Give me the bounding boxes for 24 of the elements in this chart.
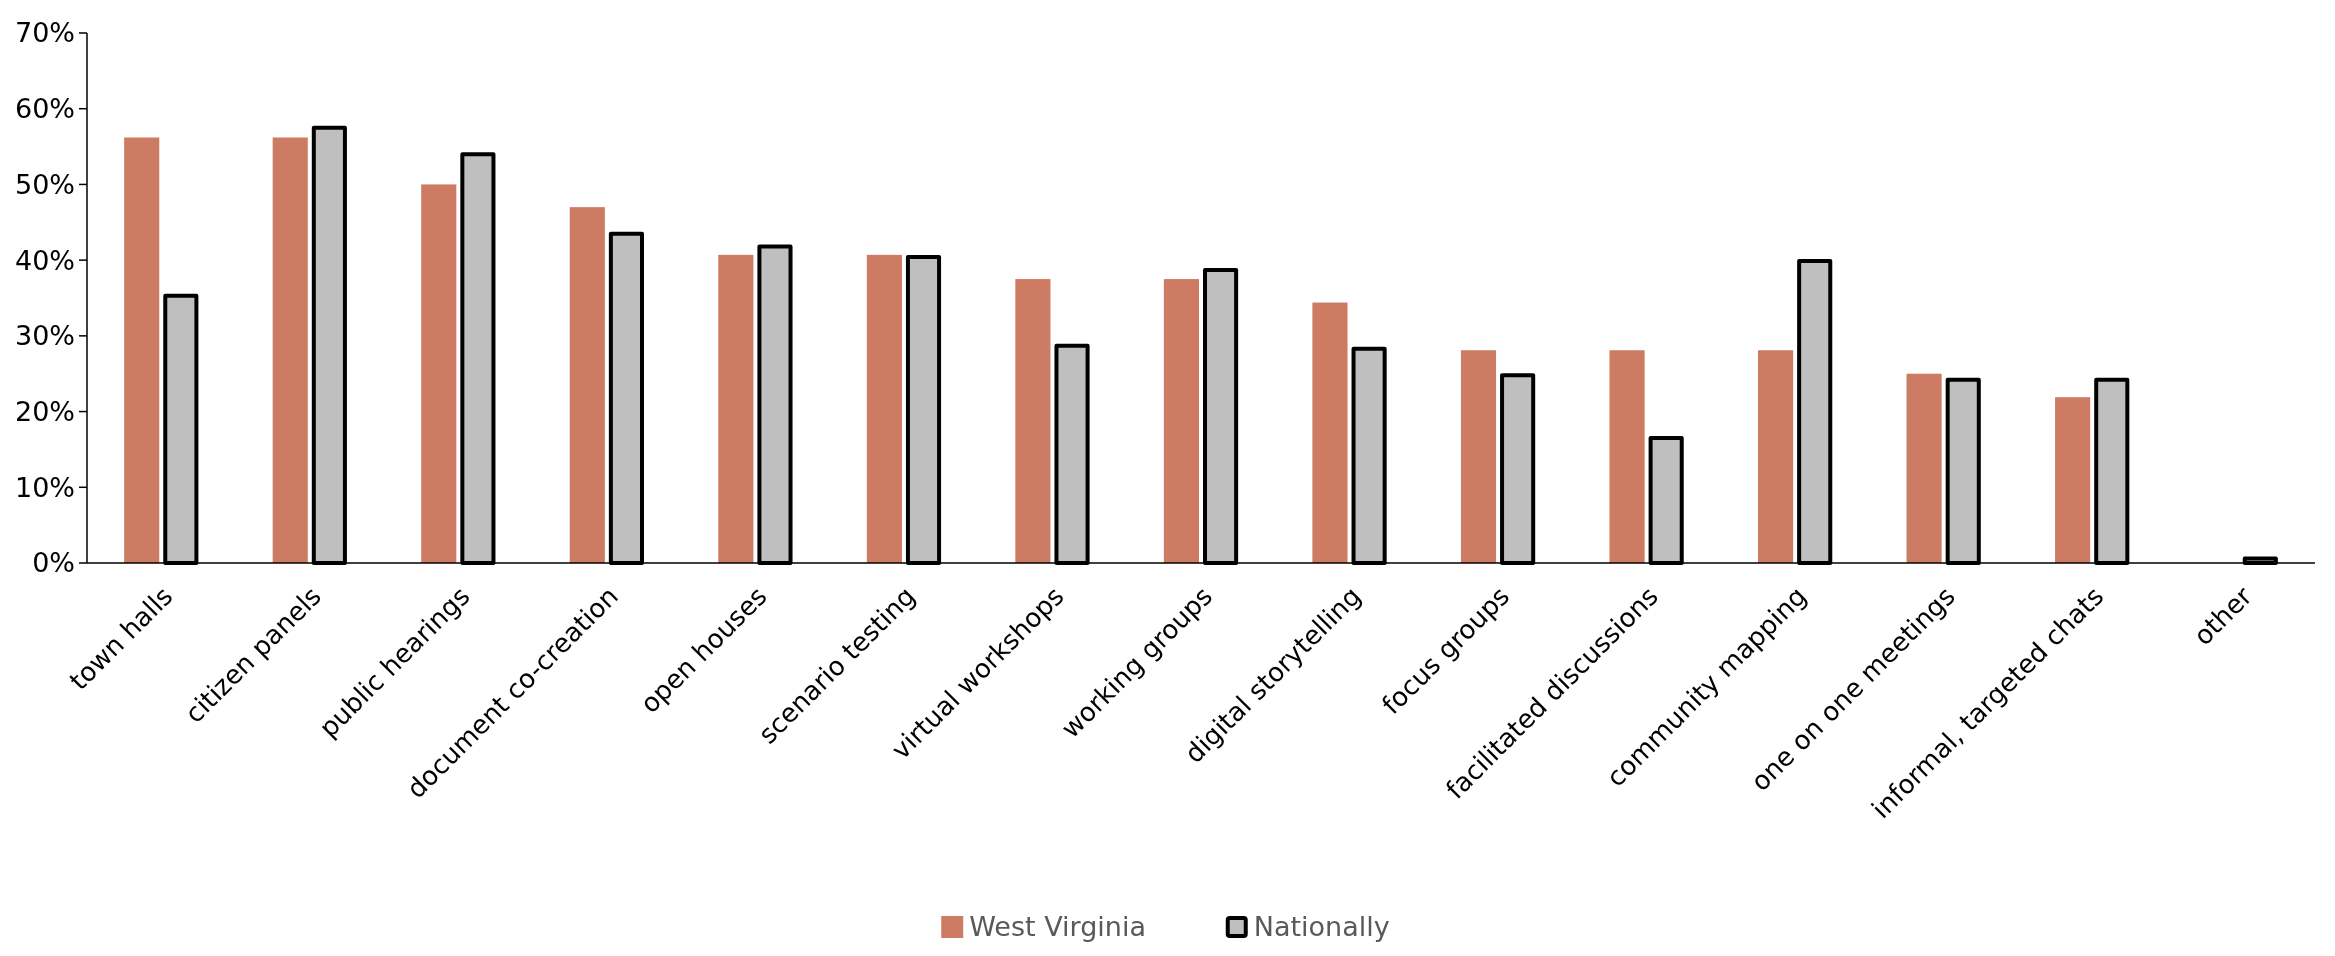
bar bbox=[1758, 350, 1794, 563]
bar bbox=[718, 254, 754, 563]
bar bbox=[1312, 302, 1348, 563]
y-tick-label: 0% bbox=[32, 547, 75, 579]
y-tick-label: 10% bbox=[14, 471, 75, 503]
bar bbox=[1609, 350, 1645, 563]
bar bbox=[1015, 279, 1051, 563]
legend-label: West Virginia bbox=[969, 911, 1147, 942]
bar bbox=[421, 184, 457, 563]
bar bbox=[124, 137, 160, 563]
y-tick-label: 70% bbox=[14, 17, 75, 49]
bar bbox=[1460, 350, 1497, 563]
y-tick-label: 60% bbox=[14, 93, 75, 125]
y-tick-label: 40% bbox=[14, 244, 75, 276]
bar bbox=[2055, 397, 2091, 563]
bar bbox=[866, 254, 902, 563]
y-tick-label: 20% bbox=[14, 396, 75, 428]
bar bbox=[1906, 373, 1942, 563]
y-tick-label: 30% bbox=[14, 320, 75, 352]
legend-label: Nationally bbox=[1253, 911, 1390, 942]
bar bbox=[569, 207, 605, 563]
bar bbox=[1163, 279, 1199, 563]
y-tick-label: 50% bbox=[14, 168, 75, 200]
bar bbox=[272, 137, 308, 563]
